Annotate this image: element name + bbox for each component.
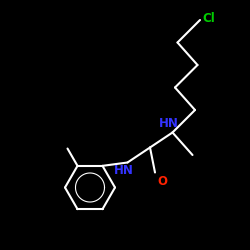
Text: Cl: Cl xyxy=(202,12,215,25)
Text: O: O xyxy=(158,175,168,188)
Text: HN: HN xyxy=(114,164,134,177)
Text: HN: HN xyxy=(159,117,178,130)
